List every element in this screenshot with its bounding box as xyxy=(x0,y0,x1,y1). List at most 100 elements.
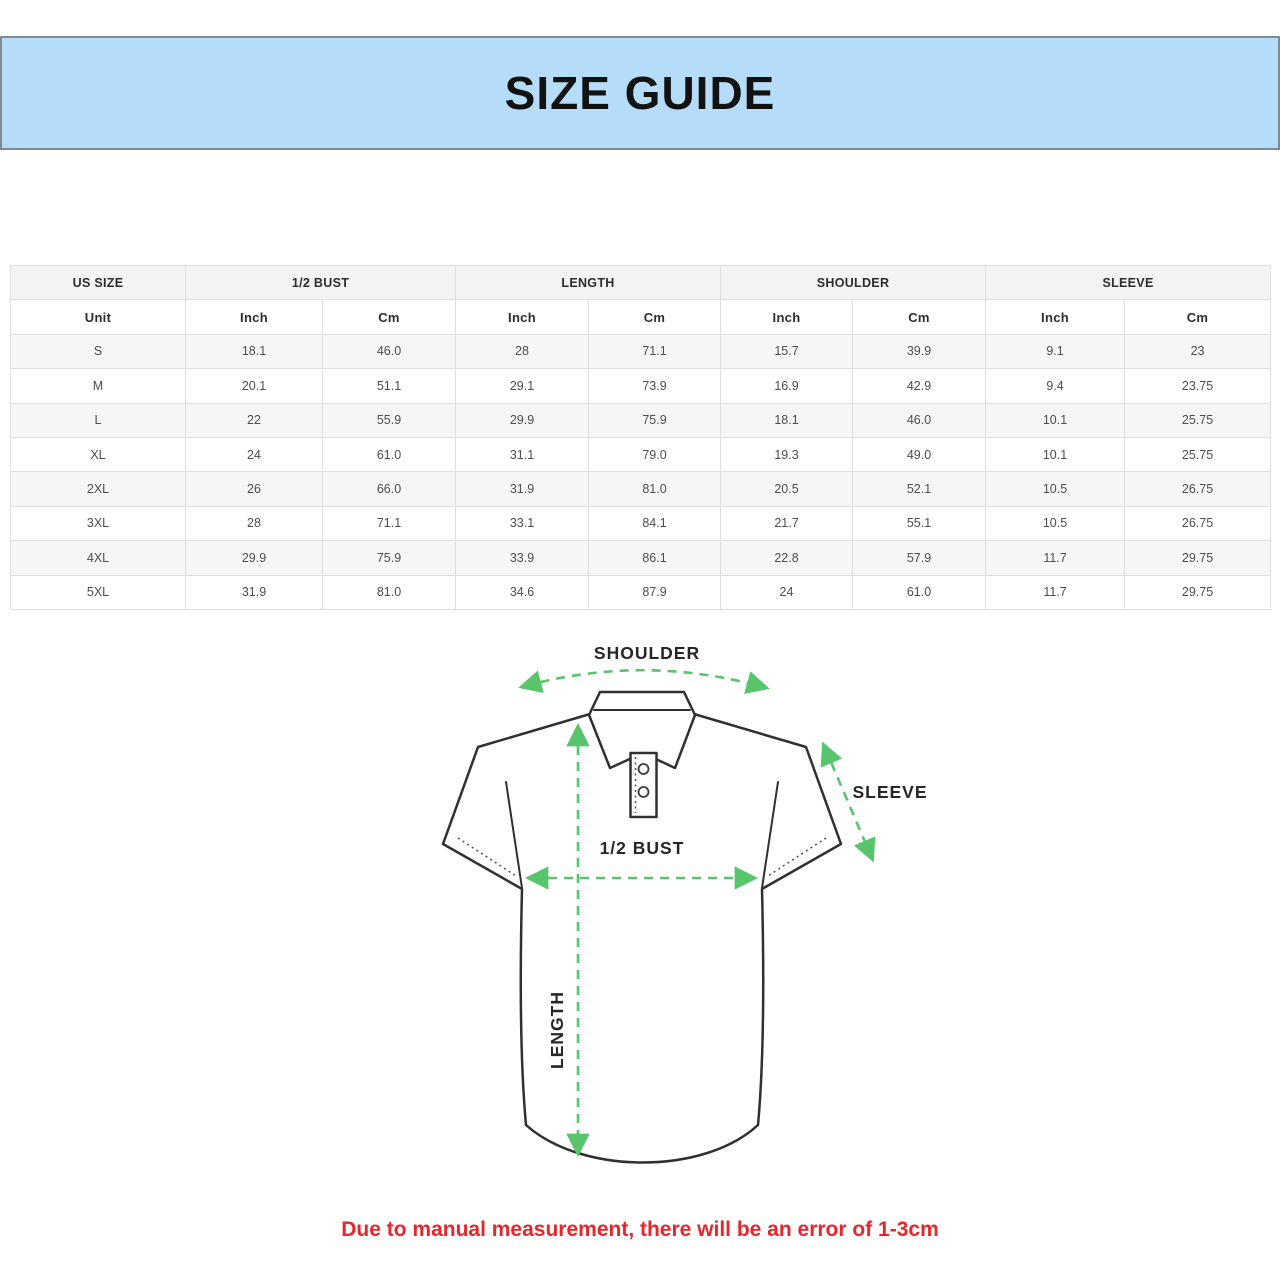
table-row-s: S 18.1 46.0 28 71.1 15.7 39.9 9.1 23 xyxy=(10,333,1272,370)
size-value-cell: 75.9 xyxy=(588,402,721,438)
size-value-cell: 79.0 xyxy=(588,436,721,473)
size-value-cell: 20.5 xyxy=(720,471,853,507)
size-value-cell: 55.9 xyxy=(322,402,456,438)
table-group-header-row: US SIZE 1/2 BUST LENGTH SHOULDER SLEEVE xyxy=(10,264,1272,301)
measurement-diagram: SHOULDER SLEEVE 1/2 BUST LENGTH xyxy=(410,630,930,1200)
unit-header: Cm xyxy=(1124,299,1272,335)
size-value-cell: 28 xyxy=(455,333,589,370)
table-row-l: L 22 55.9 29.9 75.9 18.1 46.0 10.1 25.75 xyxy=(10,402,1272,438)
page-title: SIZE GUIDE xyxy=(504,67,776,119)
size-value-cell: 29.75 xyxy=(1124,540,1272,576)
size-name-cell: 5XL xyxy=(10,574,186,610)
button xyxy=(637,763,650,775)
size-value-cell: 24 xyxy=(185,436,323,473)
size-value-cell: 26 xyxy=(185,471,323,507)
size-value-cell: 73.9 xyxy=(588,368,721,404)
size-value-cell: 10.1 xyxy=(985,402,1126,438)
size-value-cell: 15.7 xyxy=(720,333,853,370)
size-value-cell: 75.9 xyxy=(322,540,456,576)
size-value-cell: 18.1 xyxy=(185,333,323,370)
size-name-cell: XL xyxy=(10,436,186,473)
size-guide-banner: SIZE GUIDE xyxy=(0,36,1280,150)
unit-header: Cm xyxy=(322,299,456,335)
measurement-arrows xyxy=(518,668,876,1158)
group-header-sleeve: SLEEVE xyxy=(985,264,1272,301)
size-table: US SIZE 1/2 BUST LENGTH SHOULDER SLEEVE Unit I… xyxy=(10,264,1272,610)
size-value-cell: 25.75 xyxy=(1124,402,1272,438)
size-value-cell: 10.5 xyxy=(985,505,1126,542)
size-value-cell: 21.7 xyxy=(720,505,853,542)
size-name-cell: S xyxy=(10,333,186,370)
size-value-cell: 39.9 xyxy=(851,333,987,370)
shoulder-label: SHOULDER xyxy=(594,643,700,663)
size-value-cell: 11.7 xyxy=(985,574,1126,610)
size-value-cell: 26.75 xyxy=(1124,471,1272,507)
size-value-cell: 29.75 xyxy=(1124,574,1272,610)
polo-shirt-outline xyxy=(441,690,843,1164)
size-value-cell: 51.1 xyxy=(322,368,456,404)
size-value-cell: 52.1 xyxy=(851,471,987,507)
unit-header: Inch xyxy=(185,299,323,335)
size-value-cell: 66.0 xyxy=(322,471,456,507)
size-name-cell: L xyxy=(10,402,186,438)
size-value-cell: 71.1 xyxy=(588,333,721,370)
table-row-3xl: 3XL 28 71.1 33.1 84.1 21.7 55.1 10.5 26.75 xyxy=(10,505,1272,542)
size-value-cell: 9.1 xyxy=(985,333,1126,370)
size-value-cell: 26.75 xyxy=(1124,505,1272,542)
size-value-cell: 11.7 xyxy=(985,540,1126,576)
unit-header: Cm xyxy=(588,299,721,335)
size-value-cell: 33.1 xyxy=(455,505,589,542)
size-value-cell: 29.9 xyxy=(185,540,323,576)
unit-header: Inch xyxy=(720,299,853,335)
size-value-cell: 57.9 xyxy=(851,540,987,576)
size-table-head: US SIZE 1/2 BUST LENGTH SHOULDER SLEEVE Unit I… xyxy=(10,264,1272,335)
group-header-us-size: US SIZE xyxy=(10,264,186,301)
unit-header: Inch xyxy=(985,299,1126,335)
size-table-body: S 18.1 46.0 28 71.1 15.7 39.9 9.1 23 M 20.1 51.1 29.… xyxy=(10,333,1272,610)
button-placket xyxy=(629,751,658,819)
size-value-cell: 19.3 xyxy=(720,436,853,473)
size-value-cell: 29.1 xyxy=(455,368,589,404)
group-header-length: LENGTH xyxy=(455,264,721,301)
size-value-cell: 81.0 xyxy=(322,574,456,610)
button xyxy=(637,786,650,798)
table-unit-row: Unit Inch Cm Inch Cm Inch Cm Inch Cm xyxy=(10,299,1272,335)
table-row-4xl: 4XL 29.9 75.9 33.9 86.1 22.8 57.9 11.7 29.75 xyxy=(10,540,1272,576)
left-cuff-stitch xyxy=(457,837,517,877)
size-name-cell: 2XL xyxy=(10,471,186,507)
size-name-cell: 4XL xyxy=(10,540,186,576)
size-value-cell: 20.1 xyxy=(185,368,323,404)
size-value-cell: 9.4 xyxy=(985,368,1126,404)
sleeve-label: SLEEVE xyxy=(852,782,927,802)
size-value-cell: 28 xyxy=(185,505,323,542)
size-value-cell: 33.9 xyxy=(455,540,589,576)
size-value-cell: 31.9 xyxy=(455,471,589,507)
size-value-cell: 71.1 xyxy=(322,505,456,542)
unit-header: Cm xyxy=(851,299,987,335)
group-header-1-2-bust: 1/2 BUST xyxy=(185,264,456,301)
size-value-cell: 84.1 xyxy=(588,505,721,542)
table-row-2xl: 2XL 26 66.0 31.9 81.0 20.5 52.1 10.5 26.75 xyxy=(10,471,1272,507)
size-value-cell: 22.8 xyxy=(720,540,853,576)
unit-header: Inch xyxy=(455,299,589,335)
size-value-cell: 31.9 xyxy=(185,574,323,610)
size-value-cell: 10.5 xyxy=(985,471,1126,507)
size-name-cell: M xyxy=(10,368,186,404)
polo-shirt-diagram: SHOULDER SLEEVE 1/2 BUST LENGTH xyxy=(441,643,927,1164)
bust-label: 1/2 BUST xyxy=(600,838,685,858)
size-value-cell: 81.0 xyxy=(588,471,721,507)
size-value-cell: 34.6 xyxy=(455,574,589,610)
group-header-shoulder: SHOULDER xyxy=(719,264,987,301)
size-value-cell: 61.0 xyxy=(322,436,456,473)
measurement-note: Due to manual measurement, there will be… xyxy=(341,1218,939,1241)
size-value-cell: 16.9 xyxy=(720,368,853,404)
unit-header: Unit xyxy=(10,299,186,335)
size-value-cell: 87.9 xyxy=(588,574,721,610)
table-row-5xl: 5XL 31.9 81.0 34.6 87.9 24 61.0 11.7 29.75 xyxy=(10,574,1272,610)
size-value-cell: 49.0 xyxy=(851,436,987,473)
size-value-cell: 46.0 xyxy=(322,333,456,370)
size-value-cell: 46.0 xyxy=(851,402,987,438)
size-value-cell: 23.75 xyxy=(1124,368,1272,404)
size-value-cell: 42.9 xyxy=(851,368,987,404)
size-value-cell: 24 xyxy=(720,574,853,610)
